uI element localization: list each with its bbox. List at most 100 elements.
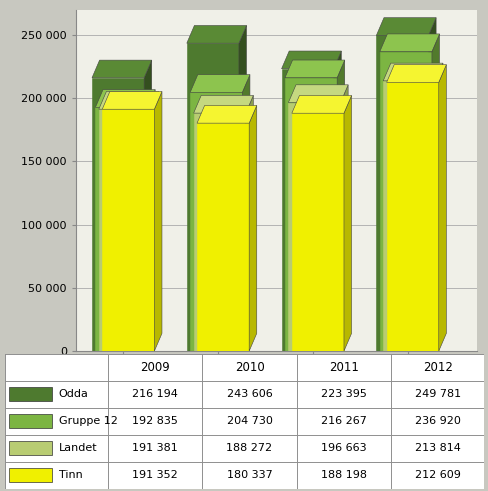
- Bar: [296, 435, 390, 462]
- Bar: [202, 462, 296, 489]
- Polygon shape: [193, 95, 253, 113]
- Bar: [108, 354, 202, 381]
- Text: 2011: 2011: [328, 360, 358, 374]
- Text: 192 835: 192 835: [132, 416, 178, 426]
- Text: 196 663: 196 663: [321, 443, 366, 453]
- Bar: [202, 435, 296, 462]
- Polygon shape: [249, 106, 256, 351]
- Bar: [386, 82, 438, 351]
- Text: 2009: 2009: [140, 360, 170, 374]
- Bar: [291, 113, 343, 351]
- Polygon shape: [154, 91, 162, 351]
- Bar: [5, 381, 108, 408]
- Bar: [376, 35, 427, 351]
- Text: 243 606: 243 606: [226, 389, 272, 399]
- Bar: [9, 414, 52, 428]
- Text: 212 609: 212 609: [414, 470, 460, 480]
- Bar: [379, 52, 431, 351]
- Polygon shape: [190, 75, 249, 92]
- Polygon shape: [434, 63, 442, 351]
- Text: 2010: 2010: [234, 360, 264, 374]
- Text: 204 730: 204 730: [226, 416, 272, 426]
- Bar: [390, 354, 483, 381]
- Polygon shape: [197, 106, 256, 123]
- Bar: [197, 123, 249, 351]
- Bar: [296, 462, 390, 489]
- Polygon shape: [340, 85, 347, 351]
- Bar: [9, 468, 52, 482]
- Text: 188 272: 188 272: [226, 443, 272, 453]
- Polygon shape: [281, 51, 341, 69]
- Bar: [296, 408, 390, 435]
- Polygon shape: [288, 85, 347, 103]
- Bar: [193, 113, 245, 351]
- Polygon shape: [102, 91, 162, 109]
- Bar: [285, 78, 336, 351]
- Bar: [108, 381, 202, 408]
- Text: 191 381: 191 381: [132, 443, 178, 453]
- Text: Gruppe 12: Gruppe 12: [59, 416, 117, 426]
- Bar: [288, 103, 340, 351]
- Polygon shape: [242, 75, 249, 351]
- Text: 213 814: 213 814: [414, 443, 460, 453]
- Text: Tinn: Tinn: [59, 470, 82, 480]
- Bar: [5, 462, 108, 489]
- Bar: [95, 108, 147, 351]
- Bar: [108, 435, 202, 462]
- Polygon shape: [333, 51, 341, 351]
- Bar: [92, 78, 144, 351]
- Bar: [390, 381, 483, 408]
- Bar: [5, 354, 108, 381]
- Polygon shape: [92, 60, 151, 78]
- Polygon shape: [144, 60, 151, 351]
- Bar: [390, 435, 483, 462]
- Polygon shape: [99, 91, 158, 109]
- Bar: [108, 462, 202, 489]
- Polygon shape: [386, 65, 446, 82]
- Bar: [99, 109, 151, 351]
- Polygon shape: [151, 91, 158, 351]
- Bar: [190, 92, 242, 351]
- Polygon shape: [291, 96, 351, 113]
- Bar: [296, 381, 390, 408]
- Bar: [202, 354, 296, 381]
- Bar: [9, 441, 52, 455]
- Polygon shape: [245, 95, 253, 351]
- Bar: [390, 408, 483, 435]
- Bar: [186, 43, 239, 351]
- Polygon shape: [379, 34, 439, 52]
- Polygon shape: [427, 18, 435, 351]
- Text: 216 194: 216 194: [132, 389, 178, 399]
- Text: 249 781: 249 781: [414, 389, 460, 399]
- Text: 223 395: 223 395: [320, 389, 366, 399]
- Text: Odda: Odda: [59, 389, 88, 399]
- Bar: [296, 354, 390, 381]
- Polygon shape: [438, 65, 446, 351]
- Polygon shape: [383, 63, 442, 81]
- Text: 180 337: 180 337: [226, 470, 272, 480]
- Bar: [202, 381, 296, 408]
- Text: Landet: Landet: [59, 443, 97, 453]
- Text: 2012: 2012: [422, 360, 451, 374]
- Text: 216 267: 216 267: [320, 416, 366, 426]
- Polygon shape: [431, 34, 439, 351]
- Polygon shape: [186, 26, 246, 43]
- Bar: [9, 387, 52, 401]
- Text: 191 352: 191 352: [132, 470, 178, 480]
- Bar: [390, 462, 483, 489]
- Polygon shape: [239, 26, 246, 351]
- Text: 236 920: 236 920: [414, 416, 460, 426]
- Polygon shape: [147, 90, 155, 351]
- Text: 188 198: 188 198: [320, 470, 366, 480]
- Bar: [202, 408, 296, 435]
- Bar: [383, 81, 434, 351]
- Bar: [108, 408, 202, 435]
- Bar: [102, 109, 154, 351]
- Bar: [5, 408, 108, 435]
- Polygon shape: [376, 18, 435, 35]
- Polygon shape: [95, 90, 155, 108]
- Polygon shape: [343, 96, 351, 351]
- Bar: [281, 69, 333, 351]
- Bar: [5, 435, 108, 462]
- Polygon shape: [285, 60, 344, 78]
